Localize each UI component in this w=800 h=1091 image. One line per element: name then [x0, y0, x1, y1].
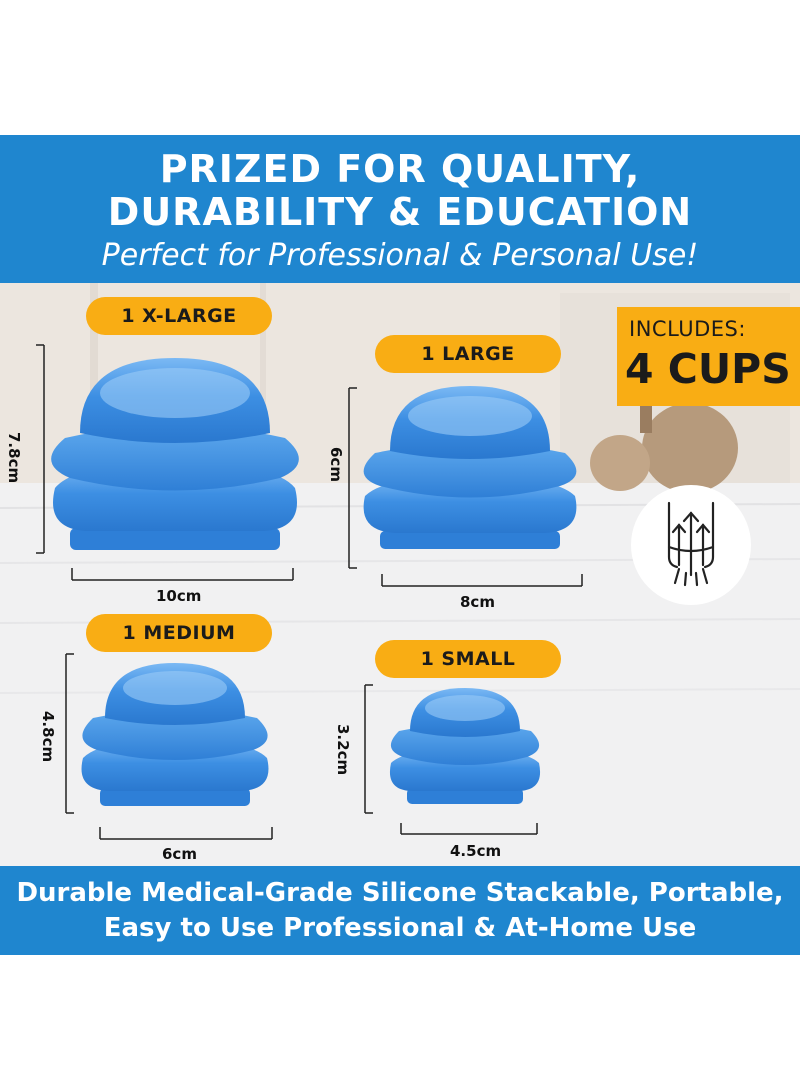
cup-xlarge-width: 10cm	[156, 587, 202, 605]
cup-large-height: 6cm	[327, 447, 345, 482]
cup-small-label: 1 SMALL	[375, 640, 561, 678]
includes-badge: INCLUDES: 4 CUPS	[617, 307, 800, 406]
footer-line-2: Easy to Use Professional & At-Home Use	[103, 913, 697, 943]
includes-label: INCLUDES:	[629, 317, 746, 341]
footer-line-1: Durable Medical-Grade Silicone Stackable…	[16, 878, 784, 908]
cup-large-label: 1 LARGE	[375, 335, 561, 373]
cup-small-image	[389, 688, 541, 804]
cup-medium-width: 6cm	[162, 845, 197, 863]
stack-cups-icon	[631, 485, 751, 605]
cup-large-image	[363, 386, 577, 549]
cup-large-width: 8cm	[460, 593, 495, 611]
top-banner: PRIZED FOR QUALITY, DURABILITY & EDUCATI…	[0, 135, 800, 283]
subheadline: Perfect for Professional & Personal Use!	[101, 238, 699, 273]
cup-xlarge-label: 1 X-LARGE	[86, 297, 272, 335]
cup-medium-height: 4.8cm	[39, 711, 57, 763]
measurement-lines	[36, 344, 583, 840]
cup-xlarge-height: 7.8cm	[5, 432, 23, 484]
bottom-banner: Durable Medical-Grade Silicone Stackable…	[0, 866, 800, 955]
includes-count: 4 CUPS	[625, 345, 791, 393]
cup-medium-image	[81, 663, 269, 806]
cup-xlarge-image	[51, 358, 299, 550]
headline-line-2: DURABILITY & EDUCATION	[107, 190, 693, 234]
cup-small-height: 3.2cm	[334, 724, 352, 776]
headline-line-1: PRIZED FOR QUALITY,	[159, 147, 641, 191]
cup-small-width: 4.5cm	[450, 842, 502, 860]
cup-medium-label: 1 MEDIUM	[86, 614, 272, 652]
